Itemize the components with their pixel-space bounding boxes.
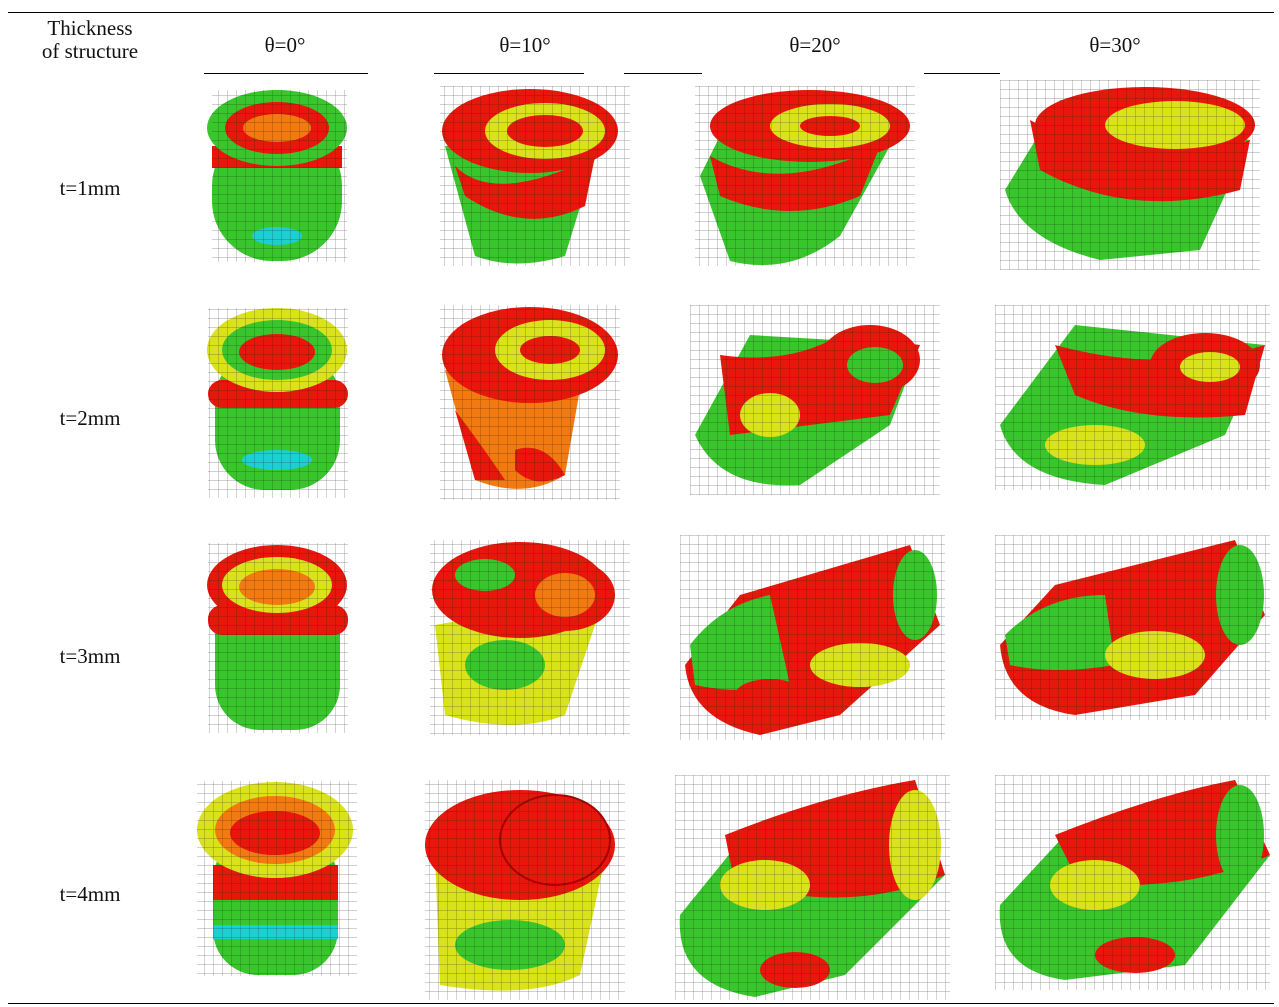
deformed-tube-render [680,535,945,740]
thickness-header: Thickness of structure [15,16,165,64]
sim-t3-theta20 [680,535,945,740]
deformed-tube-render [995,305,1270,490]
deformed-tube-render [207,90,347,262]
row-label-t1: t=1mm [59,176,121,200]
header-rule-col4 [924,73,1000,74]
sim-t4-theta0 [195,775,360,980]
thickness-header-line1: Thickness [47,16,133,40]
deformed-tube-render [207,308,348,498]
header-rule-col3 [624,73,702,74]
deformed-tube-render [995,775,1270,990]
sim-t1-theta10 [435,86,635,266]
deformed-tube-render [207,543,348,733]
sim-t2-theta20 [690,305,940,495]
deformed-tube-render [1000,80,1260,270]
sim-t4-theta20 [675,775,950,1000]
deformed-tube-render [695,86,915,266]
angle-header-20: θ=20° [789,33,841,57]
sim-t3-theta30 [995,535,1270,720]
sim-t1-theta30 [1000,80,1260,270]
header-rule-col2 [434,73,584,74]
row-label-t2: t=2mm [59,406,121,430]
deformed-tube-render [197,781,357,976]
thickness-header-line2: of structure [41,39,139,64]
deformed-tube-render [430,540,630,735]
deformed-tube-render [440,86,630,266]
sim-t3-theta0 [200,535,360,735]
sim-t2-theta30 [995,305,1270,490]
angle-header-10: θ=10° [499,33,551,57]
deformed-tube-render [425,780,625,1000]
sim-t1-theta20 [690,86,920,266]
sim-t1-theta0 [200,86,360,266]
angle-header-30: θ=30° [1089,33,1141,57]
deformed-tube-render [440,305,620,500]
sim-t4-theta30 [995,775,1270,990]
angle-header-0: θ=0° [264,33,306,57]
deformed-tube-render [690,305,940,495]
sim-t4-theta10 [420,775,630,1000]
sim-t2-theta0 [200,300,360,500]
table-bottom-rule [8,1003,1274,1004]
header-rule-col1 [204,73,368,74]
sim-t3-theta10 [425,535,635,735]
deformed-tube-render [995,535,1270,720]
sim-t2-theta10 [435,300,625,500]
row-label-t4: t=4mm [59,882,121,906]
table-top-rule [8,12,1274,13]
row-label-t3: t=3mm [59,644,121,668]
deformed-tube-render [675,775,950,1000]
